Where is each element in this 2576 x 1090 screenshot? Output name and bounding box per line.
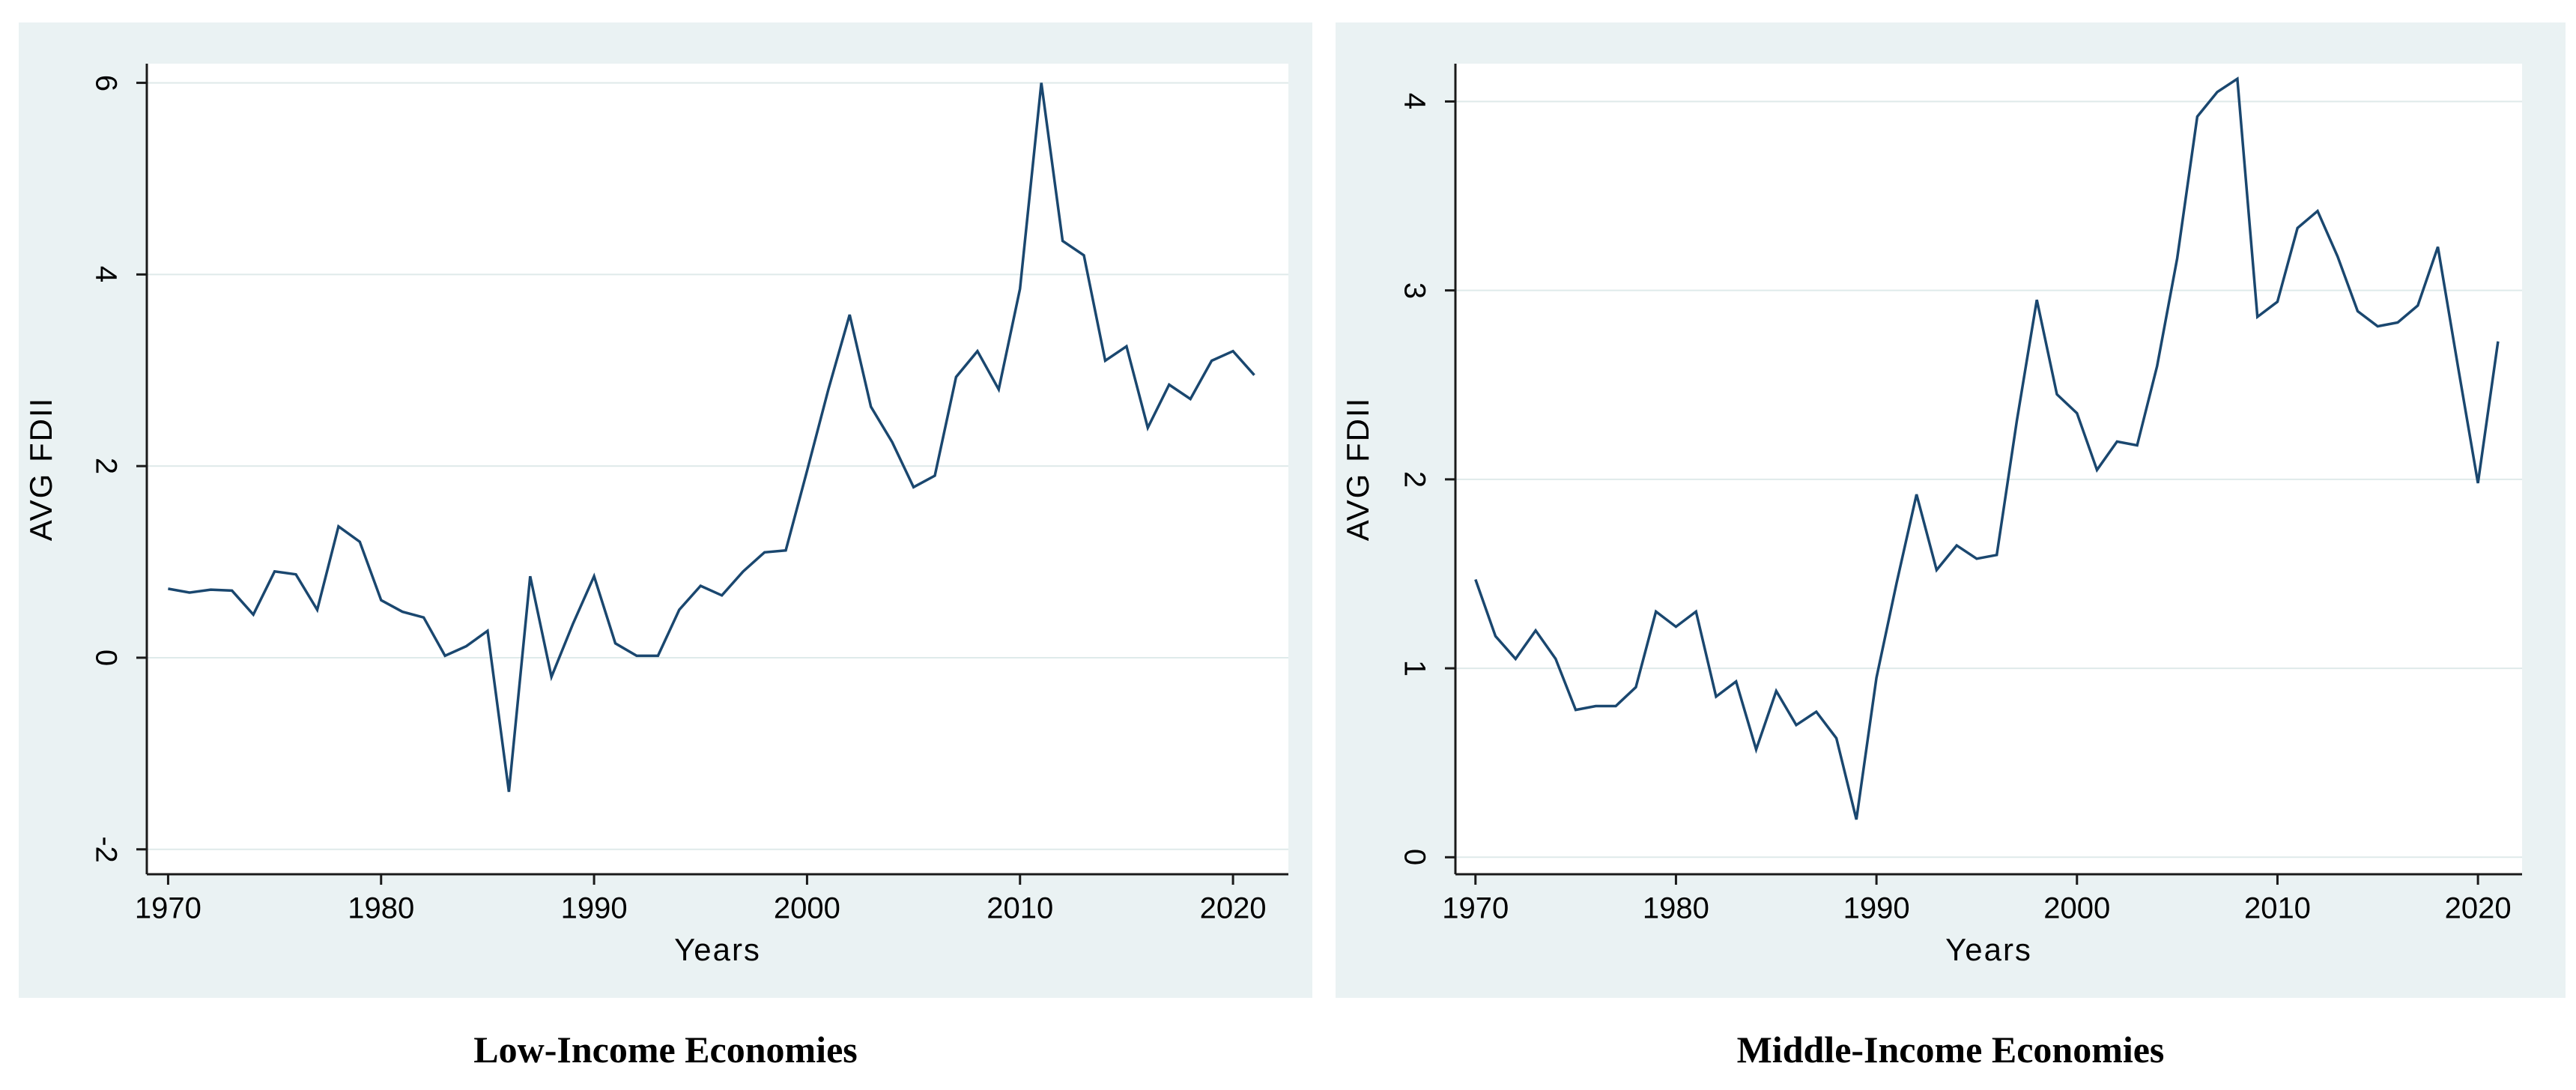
x-tick-label: 2020 xyxy=(1199,891,1267,925)
x-tick-label: 1990 xyxy=(1843,891,1910,925)
line-chart-middle-income xyxy=(1445,64,2522,885)
y-axis-title: AVG FDII xyxy=(1340,396,1375,542)
y-tick-label: 3 xyxy=(1398,282,1431,299)
y-tick-label: 6 xyxy=(89,74,123,91)
y-tick-label: 4 xyxy=(1398,93,1431,110)
x-tick-label: 1970 xyxy=(134,891,201,925)
x-tick-label: 2010 xyxy=(2243,891,2311,925)
chart-title-middle-income: Middle-Income Economies xyxy=(1736,1029,2165,1071)
data-series-line xyxy=(1474,76,2500,820)
plot-area xyxy=(1455,64,2522,874)
y-tick-label: -2 xyxy=(89,835,123,863)
x-tick-label: 1980 xyxy=(348,891,415,925)
x-tick-label: 1970 xyxy=(1442,891,1509,925)
y-tick-label: 2 xyxy=(1398,470,1431,488)
x-tick-label: 2010 xyxy=(987,891,1054,925)
data-series-line xyxy=(168,82,1255,793)
y-tick-label: 0 xyxy=(89,649,123,667)
line-chart-low-income xyxy=(136,64,1288,885)
x-tick-label: 2000 xyxy=(773,891,840,925)
chart-panel-low-income: -2 0 2 4 6 1970 1980 1990 2000 2010 2020 AVG FDII … xyxy=(19,22,1312,998)
x-tick-label: 1980 xyxy=(1642,891,1709,925)
y-tick-label: 2 xyxy=(89,458,123,475)
x-tick-label: 2000 xyxy=(2043,891,2111,925)
plot-area xyxy=(147,64,1288,874)
x-tick-label: 2020 xyxy=(2444,891,2512,925)
x-axis-title: Years xyxy=(1945,932,2032,967)
y-tick-label: 1 xyxy=(1398,659,1431,677)
x-tick-label: 1990 xyxy=(560,891,628,925)
y-tick-label: 4 xyxy=(89,266,123,283)
y-axis-title: AVG FDII xyxy=(23,396,58,542)
y-tick-label: 0 xyxy=(1398,849,1431,866)
chart-title-low-income: Low-Income Economies xyxy=(473,1029,858,1071)
x-axis-title: Years xyxy=(674,932,761,967)
chart-panel-middle-income: 0 1 2 3 4 1970 1980 1990 2000 2010 2020 AVG FDII Y… xyxy=(1336,22,2566,998)
